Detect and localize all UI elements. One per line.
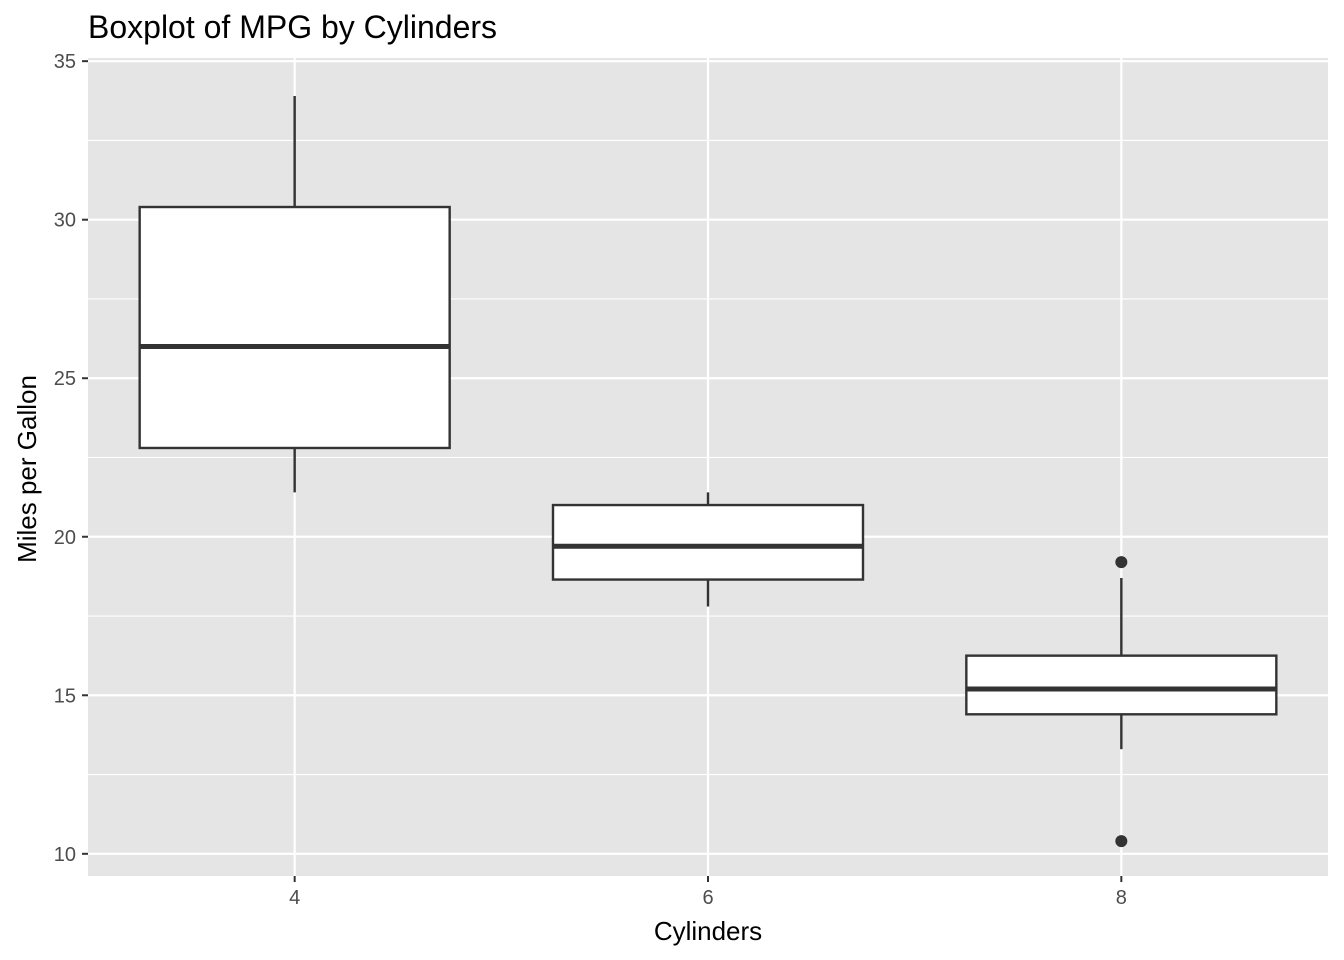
box-iqr	[965, 654, 1278, 716]
y-tick-label: 15	[54, 685, 76, 707]
box-group-6	[551, 492, 865, 607]
box-group-8	[965, 556, 1278, 848]
y-axis: 10 15 20 25 30 35	[54, 51, 88, 866]
x-tick-label: 8	[1116, 887, 1127, 909]
boxes	[138, 96, 1278, 848]
chart-title: Boxplot of MPG by Cylinders	[88, 9, 497, 45]
box-iqr	[138, 205, 451, 450]
box-group-4	[138, 96, 451, 493]
outlier-point	[1115, 835, 1128, 848]
y-tick-label: 10	[54, 844, 76, 866]
box-iqr	[551, 503, 865, 581]
y-tick-label: 30	[54, 210, 76, 232]
y-tick-label: 35	[54, 51, 76, 73]
y-axis-title: Miles per Gallon	[12, 375, 42, 563]
x-tick-label: 4	[289, 887, 300, 909]
x-axis-title: Cylinders	[654, 916, 762, 946]
y-tick-label: 20	[54, 527, 76, 549]
x-axis: 4 6 8	[289, 876, 1127, 909]
outlier-point	[1115, 556, 1128, 569]
y-tick-label: 25	[54, 368, 76, 390]
x-tick-label: 6	[702, 887, 713, 909]
